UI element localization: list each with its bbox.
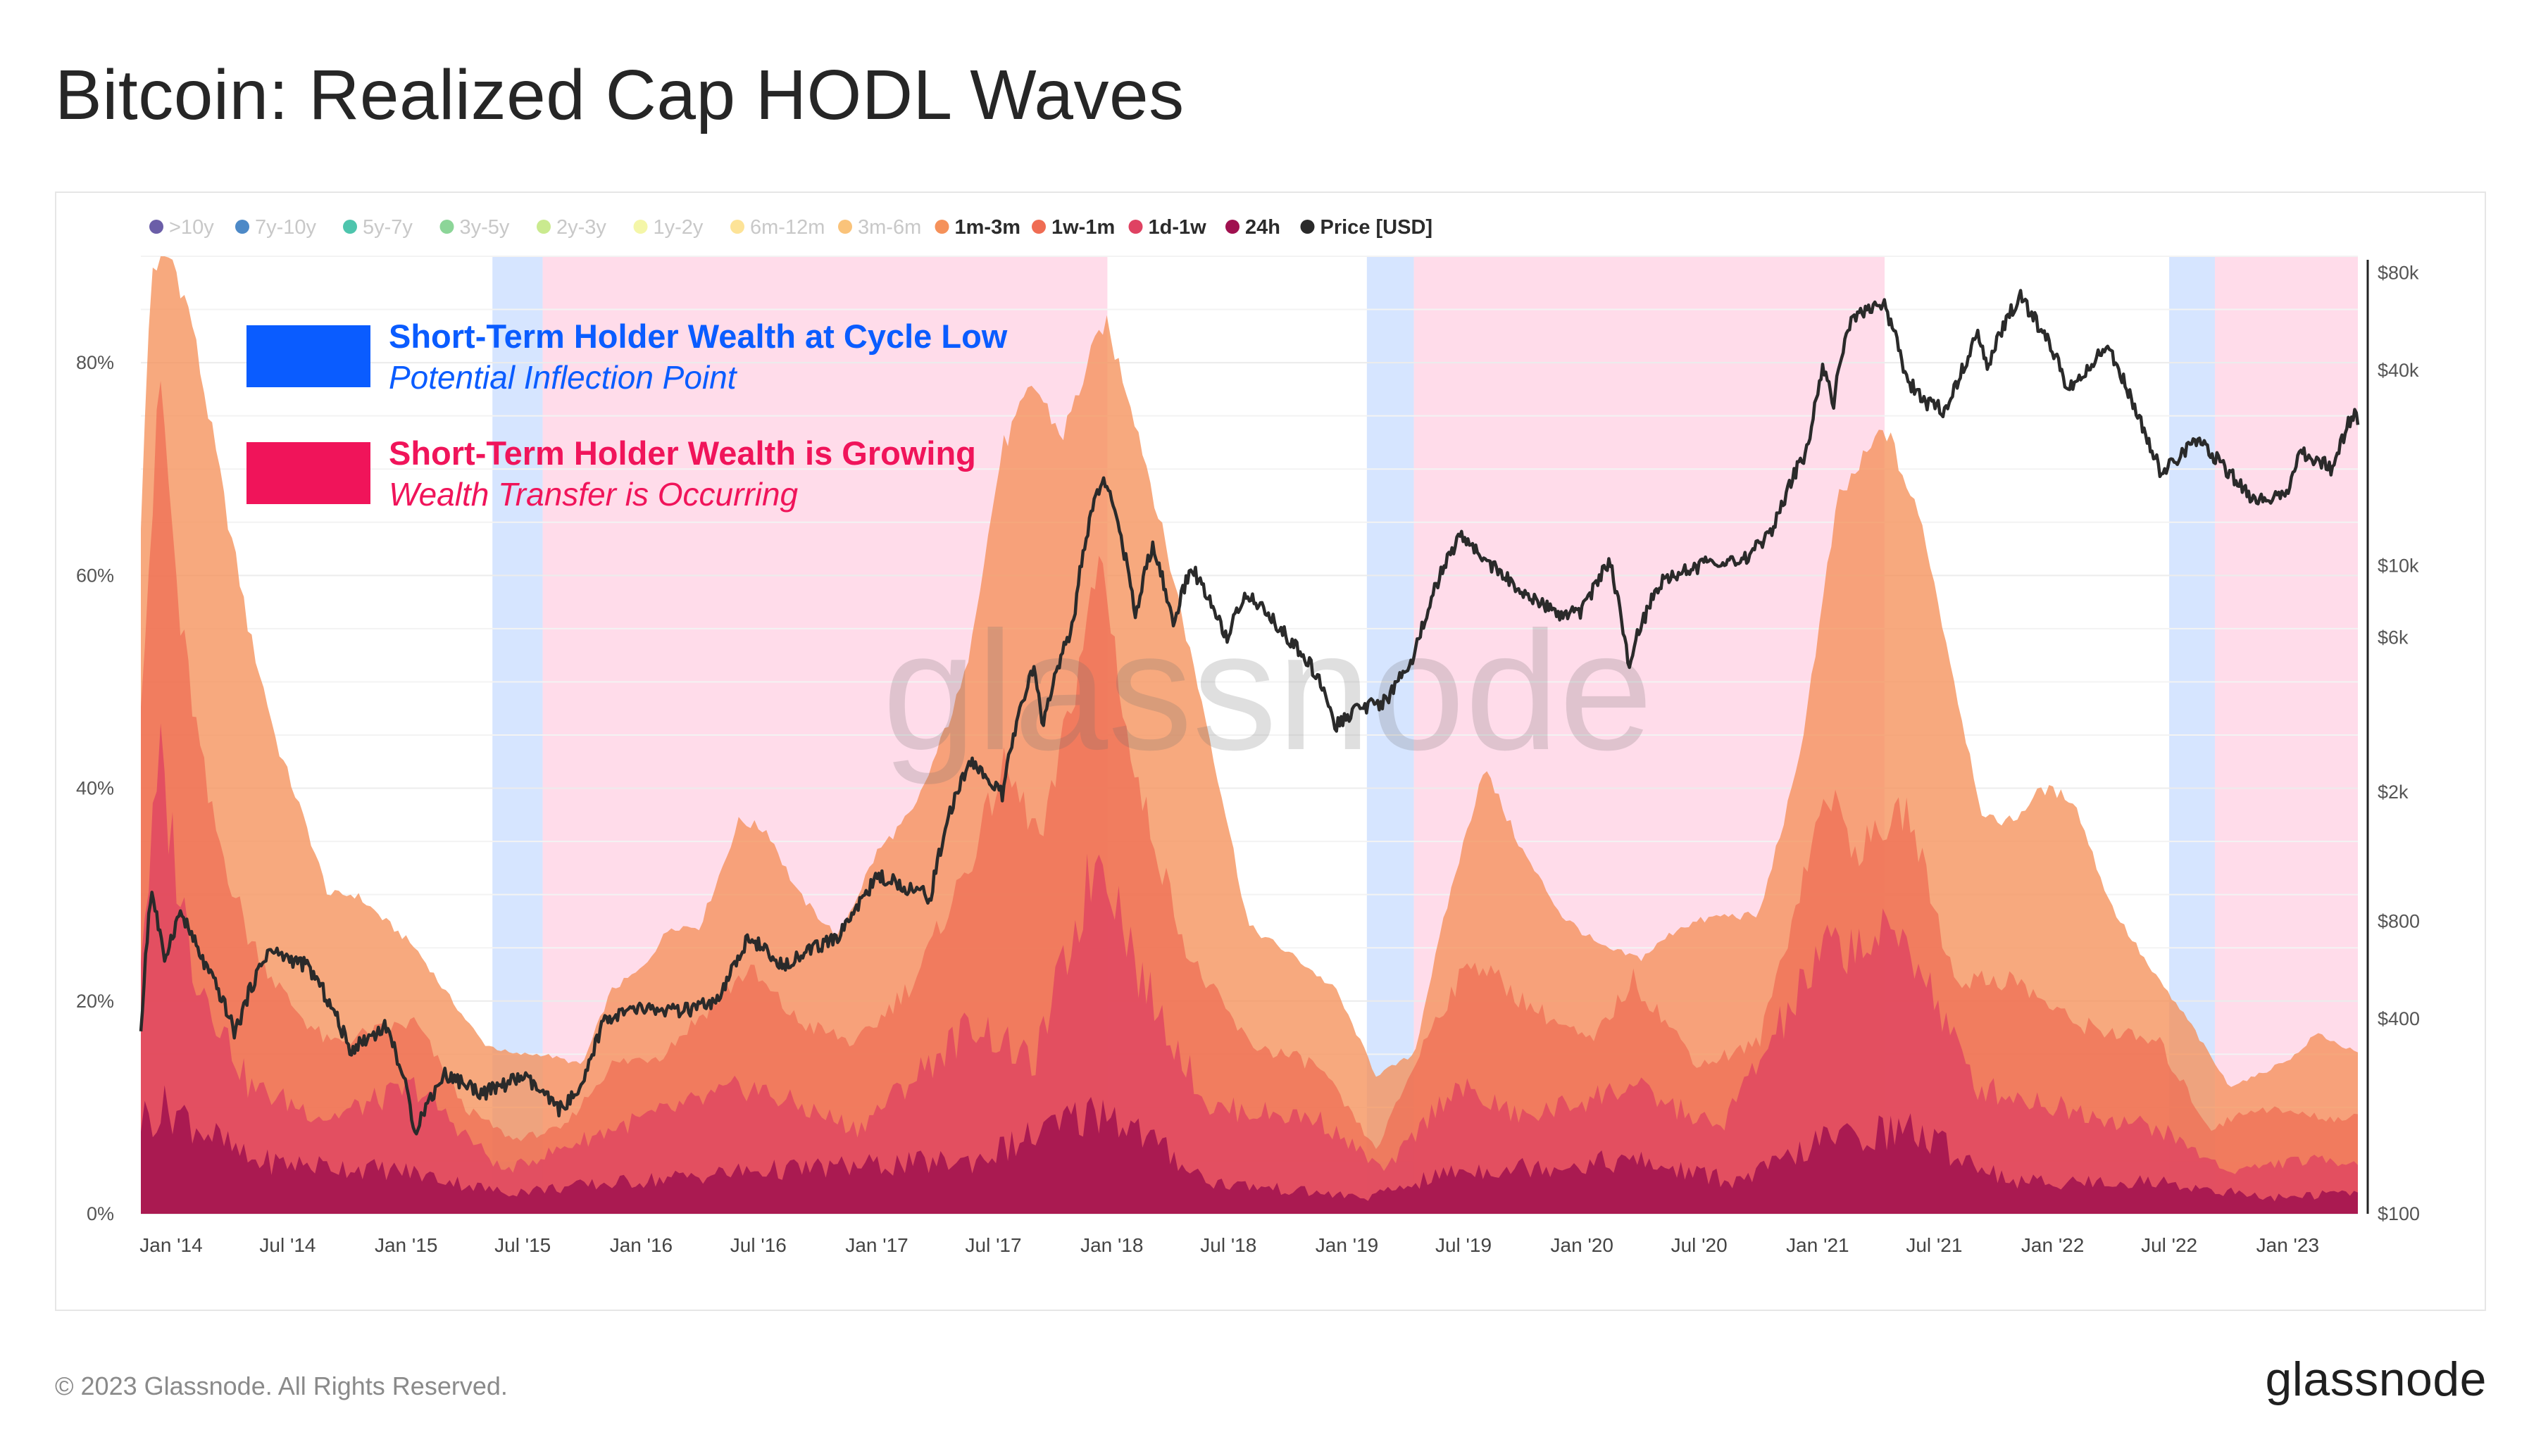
price-line [139, 289, 2360, 1136]
legend-marker [439, 220, 454, 234]
y-right-tick-label: $2k [2378, 782, 2409, 803]
legend-item-5y-7y[interactable]: 5y-7y [343, 216, 413, 239]
legend-item-price-usd-[interactable]: Price [USD] [1300, 216, 1433, 239]
legend-marker [1128, 220, 1143, 234]
x-tick-label: Jul '15 [494, 1234, 551, 1256]
area-series [141, 256, 2358, 1214]
area-series-24h [141, 1085, 2358, 1214]
legend-label: 7y-10y [255, 216, 317, 239]
legend-item-1w-1m[interactable]: 1w-1m [1032, 216, 1115, 239]
x-tick-label: Jul '16 [730, 1234, 787, 1256]
legend-item-24h[interactable]: 24h [1225, 216, 1280, 239]
legend-marker [633, 220, 648, 234]
legend-label: 2y-3y [556, 216, 606, 239]
legend-label: 24h [1245, 216, 1280, 239]
x-tick-label: Jul '21 [1906, 1234, 1962, 1256]
page-title: Bitcoin: Realized Cap HODL Waves [55, 56, 1185, 134]
legend-item-3m-6m[interactable]: 3m-6m [838, 216, 921, 239]
legend-marker [838, 220, 852, 234]
legend-label: 3m-6m [858, 216, 921, 239]
hodl-waves-chart: glassnode 0% 20% 40% 60% 80% $100 $400 $800 $2k $… [76, 216, 2420, 1256]
x-tick-label: Jul '20 [1671, 1234, 1728, 1256]
annotation-subtitle-2: Wealth Transfer is Occurring [389, 476, 799, 513]
annotation-title-2: Short-Term Holder Wealth is Growing [389, 434, 976, 472]
y-right-tick-label: $800 [2378, 910, 2420, 931]
x-tick-label: Jul '18 [1200, 1234, 1256, 1256]
legend-label: 1m-3m [955, 216, 1021, 239]
y-left-tick-label: 0% [87, 1203, 114, 1224]
legend-label: >10y [169, 216, 214, 239]
y-left-tick-label: 60% [76, 565, 114, 586]
legend-item-1y-2y[interactable]: 1y-2y [633, 216, 704, 239]
x-tick-label: Jul '19 [1435, 1234, 1492, 1256]
legend-marker [343, 220, 357, 234]
axes: 0% 20% 40% 60% 80% $100 $400 $800 $2k $6k $10k $40k… [76, 260, 2420, 1256]
legend-label: 5y-7y [363, 216, 413, 239]
legend-marker [1032, 220, 1046, 234]
y-right-tick-label: $80k [2378, 263, 2419, 284]
x-tick-label: Jan '17 [845, 1234, 908, 1256]
annotation-subtitle-1: Potential Inflection Point [389, 359, 738, 396]
x-tick-label: Jan '15 [375, 1234, 437, 1256]
annotation-swatch-2 [246, 442, 370, 504]
legend-label: 1w-1m [1051, 216, 1115, 239]
legend-marker [1225, 220, 1239, 234]
area-series-1d-1w [141, 723, 2358, 1214]
legend-marker [149, 220, 163, 234]
annotation-swatch-1 [246, 325, 370, 387]
annotation-title-1: Short-Term Holder Wealth at Cycle Low [389, 318, 1008, 355]
legend-item-6m-12m[interactable]: 6m-12m [730, 216, 825, 239]
glassnode-logo[interactable]: glassnode [2265, 1353, 2487, 1406]
x-tick-label: Jan '23 [2256, 1234, 2319, 1256]
y-left-tick-label: 80% [76, 352, 114, 373]
legend[interactable]: >10y 7y-10y 5y-7y 3y-5y 2y-3y 1y-2y 6m-12m 3m-6… [149, 216, 1432, 239]
x-tick-label: Jan '16 [610, 1234, 673, 1256]
x-tick-label: Jan '20 [1551, 1234, 1613, 1256]
annotation-box: Short-Term Holder Wealth at Cycle Low Pot… [246, 318, 1008, 513]
legend-marker [1300, 220, 1315, 234]
legend-marker [537, 220, 551, 234]
legend-label: Price [USD] [1320, 216, 1433, 239]
x-tick-label: Jul '22 [2141, 1234, 2197, 1256]
y-right-tick-label: $100 [2378, 1203, 2420, 1224]
x-tick-label: Jan '18 [1080, 1234, 1143, 1256]
y-right-tick-label: $10k [2378, 555, 2419, 576]
legend-marker [730, 220, 744, 234]
legend-item-3y-5y[interactable]: 3y-5y [439, 216, 510, 239]
legend-item-1d-1w[interactable]: 1d-1w [1128, 216, 1207, 239]
legend-label: 1d-1w [1149, 216, 1207, 239]
chart-container: glassnode 0% 20% 40% 60% 80% $100 $400 $800 $2k $… [55, 192, 2486, 1311]
legend-item--10y[interactable]: >10y [149, 216, 214, 239]
legend-item-7y-10y[interactable]: 7y-10y [235, 216, 317, 239]
legend-label: 6m-12m [750, 216, 825, 239]
legend-label: 3y-5y [460, 216, 510, 239]
y-left-tick-label: 20% [76, 991, 114, 1012]
footer-copyright: © 2023 Glassnode. All Rights Reserved. [55, 1372, 508, 1400]
legend-item-2y-3y[interactable]: 2y-3y [537, 216, 606, 239]
x-tick-label: Jan '22 [2021, 1234, 2084, 1256]
y-right-tick-label: $40k [2378, 360, 2419, 381]
y-right-tick-label: $400 [2378, 1008, 2420, 1029]
x-tick-label: Jul '17 [966, 1234, 1022, 1256]
watermark: glassnode [882, 596, 1653, 785]
y-left-tick-label: 40% [76, 778, 114, 799]
y-right-tick-label: $6k [2378, 627, 2409, 648]
x-tick-label: Jul '14 [259, 1234, 316, 1256]
legend-label: 1y-2y [654, 216, 704, 239]
x-tick-label: Jan '19 [1316, 1234, 1378, 1256]
legend-item-1m-3m[interactable]: 1m-3m [935, 216, 1021, 239]
price-line-group [139, 289, 2360, 1136]
legend-marker [235, 220, 249, 234]
x-tick-label: Jan '21 [1786, 1234, 1849, 1256]
legend-marker [935, 220, 949, 234]
x-tick-label: Jan '14 [139, 1234, 202, 1256]
